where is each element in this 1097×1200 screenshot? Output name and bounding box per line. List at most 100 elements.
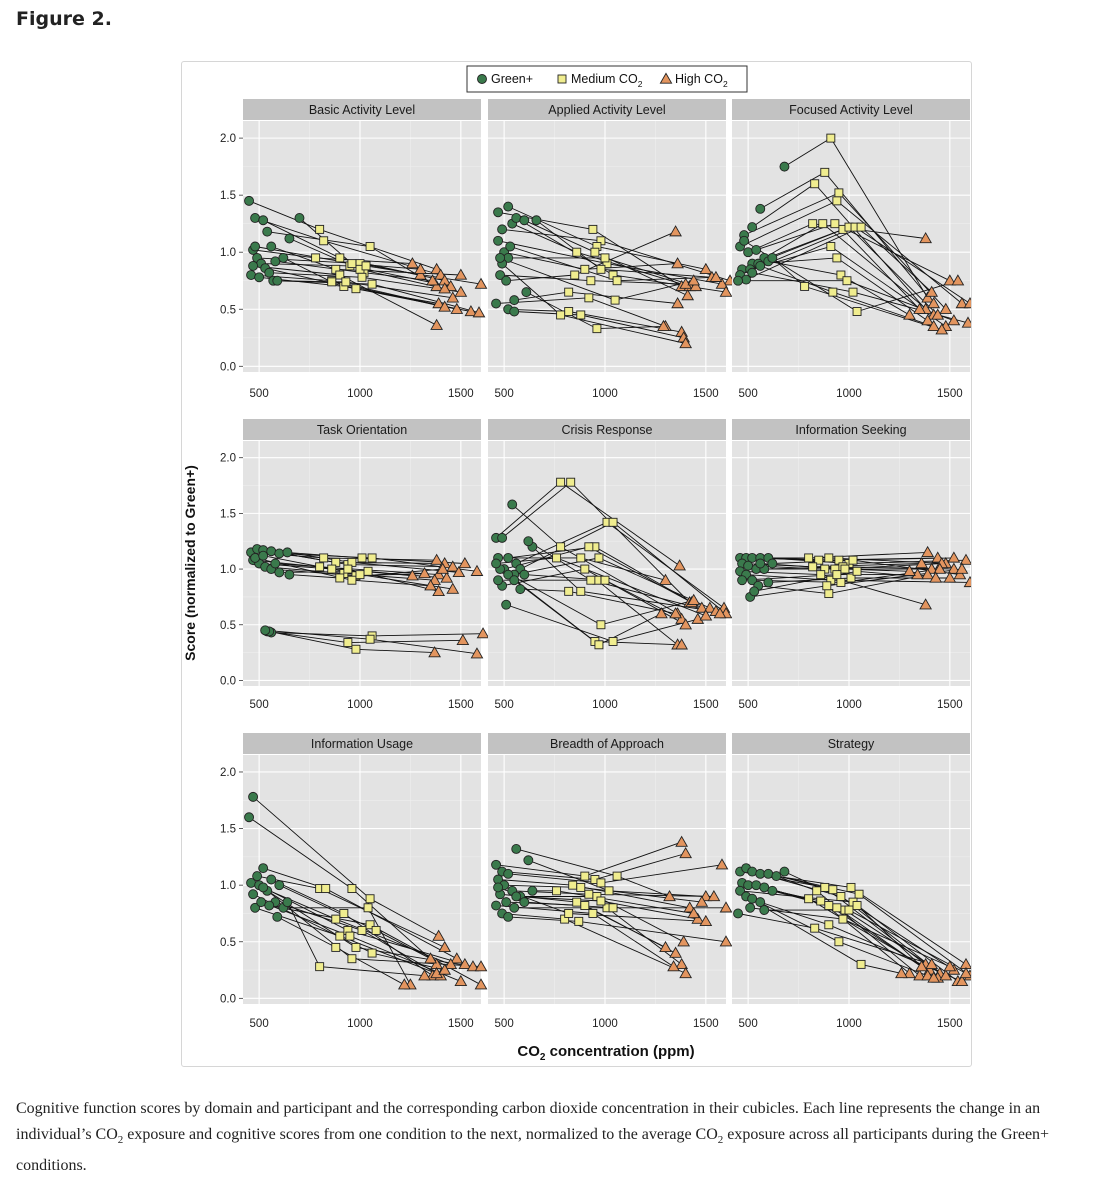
medium-co2-point <box>586 276 596 286</box>
medium-co2-point <box>321 884 331 894</box>
medium-co2-point <box>351 644 361 654</box>
green-plus-point <box>270 558 281 569</box>
medium-co2-point <box>556 310 566 320</box>
high-co2-point <box>687 906 701 919</box>
green-plus-point <box>250 902 261 913</box>
x-tick-label: 1500 <box>937 388 963 400</box>
green-plus-point <box>755 558 766 569</box>
medium-co2-point <box>580 871 590 881</box>
medium-co2-point <box>854 889 864 899</box>
green-plus-point <box>767 885 778 896</box>
high-co2-point <box>931 308 945 320</box>
medium-co2-point <box>347 259 357 269</box>
medium-co2-point <box>828 885 838 895</box>
facet-strip <box>243 733 481 754</box>
medium-co2-point <box>331 942 341 952</box>
green-plus-point <box>743 247 754 258</box>
medium-co2-point <box>347 575 357 585</box>
medium-co2-point <box>331 914 341 924</box>
high-co2-point <box>472 306 486 318</box>
medium-co2-point <box>574 916 584 926</box>
y-tick-label: 0.0 <box>220 361 236 373</box>
high-co2-point <box>663 889 676 902</box>
medium-co2-point <box>836 270 846 280</box>
medium-co2-point <box>576 553 586 563</box>
medium-co2-point <box>552 553 562 563</box>
medium-co2-point <box>612 871 622 881</box>
high-co2-point <box>659 940 672 953</box>
facet-panel: Information Usage 500 1000 1500 0.0 0.5 1.0 1.5… <box>220 733 488 1030</box>
medium-co2-point <box>832 903 842 913</box>
green-plus-point <box>747 575 758 586</box>
medium-co2-point <box>836 577 846 587</box>
medium-co2-point <box>856 222 866 232</box>
green-plus-point <box>294 213 305 223</box>
high-co2-point <box>432 297 446 309</box>
high-co2-point <box>715 277 729 289</box>
green-plus-point <box>501 275 512 286</box>
green-plus-point <box>747 222 758 233</box>
medium-co2-point <box>564 287 574 297</box>
facet-strip <box>488 733 726 754</box>
high-co2-point <box>454 974 468 987</box>
x-tick-label: 500 <box>495 388 514 400</box>
plot-background <box>488 121 726 372</box>
green-plus-point <box>272 911 283 922</box>
green-plus-point <box>491 298 502 309</box>
medium-co2-point <box>315 562 325 572</box>
high-co2-point <box>961 316 971 328</box>
medium-co2-point <box>592 324 602 334</box>
medium-co2-point <box>846 573 856 583</box>
high-co2-point <box>450 952 464 964</box>
green-plus-point <box>501 897 512 908</box>
medium-co2-point <box>830 219 840 229</box>
high-co2-point <box>963 297 971 309</box>
high-co2-point <box>470 647 484 659</box>
medium-co2-point <box>816 570 826 580</box>
high-co2-point <box>406 257 419 269</box>
x-axis-title-part: concentration (ppm) <box>545 1043 694 1060</box>
high-co2-point <box>418 969 431 981</box>
green-plus-point <box>282 897 293 908</box>
medium-co2-point <box>846 882 856 892</box>
medium-co2-point <box>612 276 622 286</box>
high-co2-point <box>454 285 468 297</box>
medium-co2-point <box>367 948 377 958</box>
green-plus-point <box>749 586 760 597</box>
high-co2-point <box>418 567 431 579</box>
high-co2-point <box>691 612 705 624</box>
medium-co2-point <box>568 880 578 890</box>
green-plus-point <box>250 241 261 252</box>
high-co2-point <box>943 571 957 583</box>
y-tick-label: 0.5 <box>220 620 236 632</box>
high-co2-point <box>669 225 682 237</box>
x-tick-label: 500 <box>739 699 758 711</box>
green-plus-point <box>523 855 534 866</box>
high-co2-point <box>955 974 969 987</box>
high-co2-point <box>903 308 916 320</box>
medium-co2-point <box>576 586 586 596</box>
high-co2-point <box>699 262 713 274</box>
green-plus-point <box>763 577 774 588</box>
high-co2-point <box>719 901 733 913</box>
chart-panels: Basic Activity Level 500 1000 1500 0.0 0.5 1.0… <box>220 99 971 1030</box>
medium-co2-point <box>824 901 834 910</box>
medium-co2-point <box>572 247 582 257</box>
green-plus-point <box>735 885 746 896</box>
high-co2-point <box>677 935 691 947</box>
high-co2-point <box>947 562 961 574</box>
green-plus-point <box>266 874 277 885</box>
green-plus-point <box>284 233 295 244</box>
y-tick-label: 0.5 <box>220 304 236 316</box>
medium-co2-point <box>856 959 866 969</box>
facet-title: Information Usage <box>311 737 413 751</box>
legend-square-marker <box>557 74 567 84</box>
green-plus-point <box>755 203 766 214</box>
medium-co2-point <box>596 620 606 630</box>
medium-co2-point <box>327 564 337 574</box>
green-plus-point <box>493 207 504 218</box>
medium-co2-point <box>335 931 345 941</box>
green-plus-point <box>272 275 283 286</box>
chart: Green+ Medium CO2 High CO2 Basic Activity … <box>182 65 971 1063</box>
high-co2-point <box>675 638 689 650</box>
